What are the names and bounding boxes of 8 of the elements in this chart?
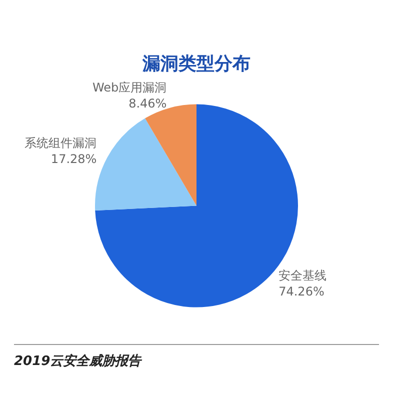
slice-label: Web应用漏洞 [92,80,167,94]
data-label: 74.26% [278,284,324,298]
chart-title: 漏洞类型分布 [142,53,250,74]
slice-label: 系统组件漏洞 [24,136,97,150]
text: 2019云安全威胁报告 [14,352,142,370]
data-label: 8.46% [128,96,167,110]
slice-label: 安全基线 [278,268,327,282]
data-label: 17.28% [50,152,97,166]
